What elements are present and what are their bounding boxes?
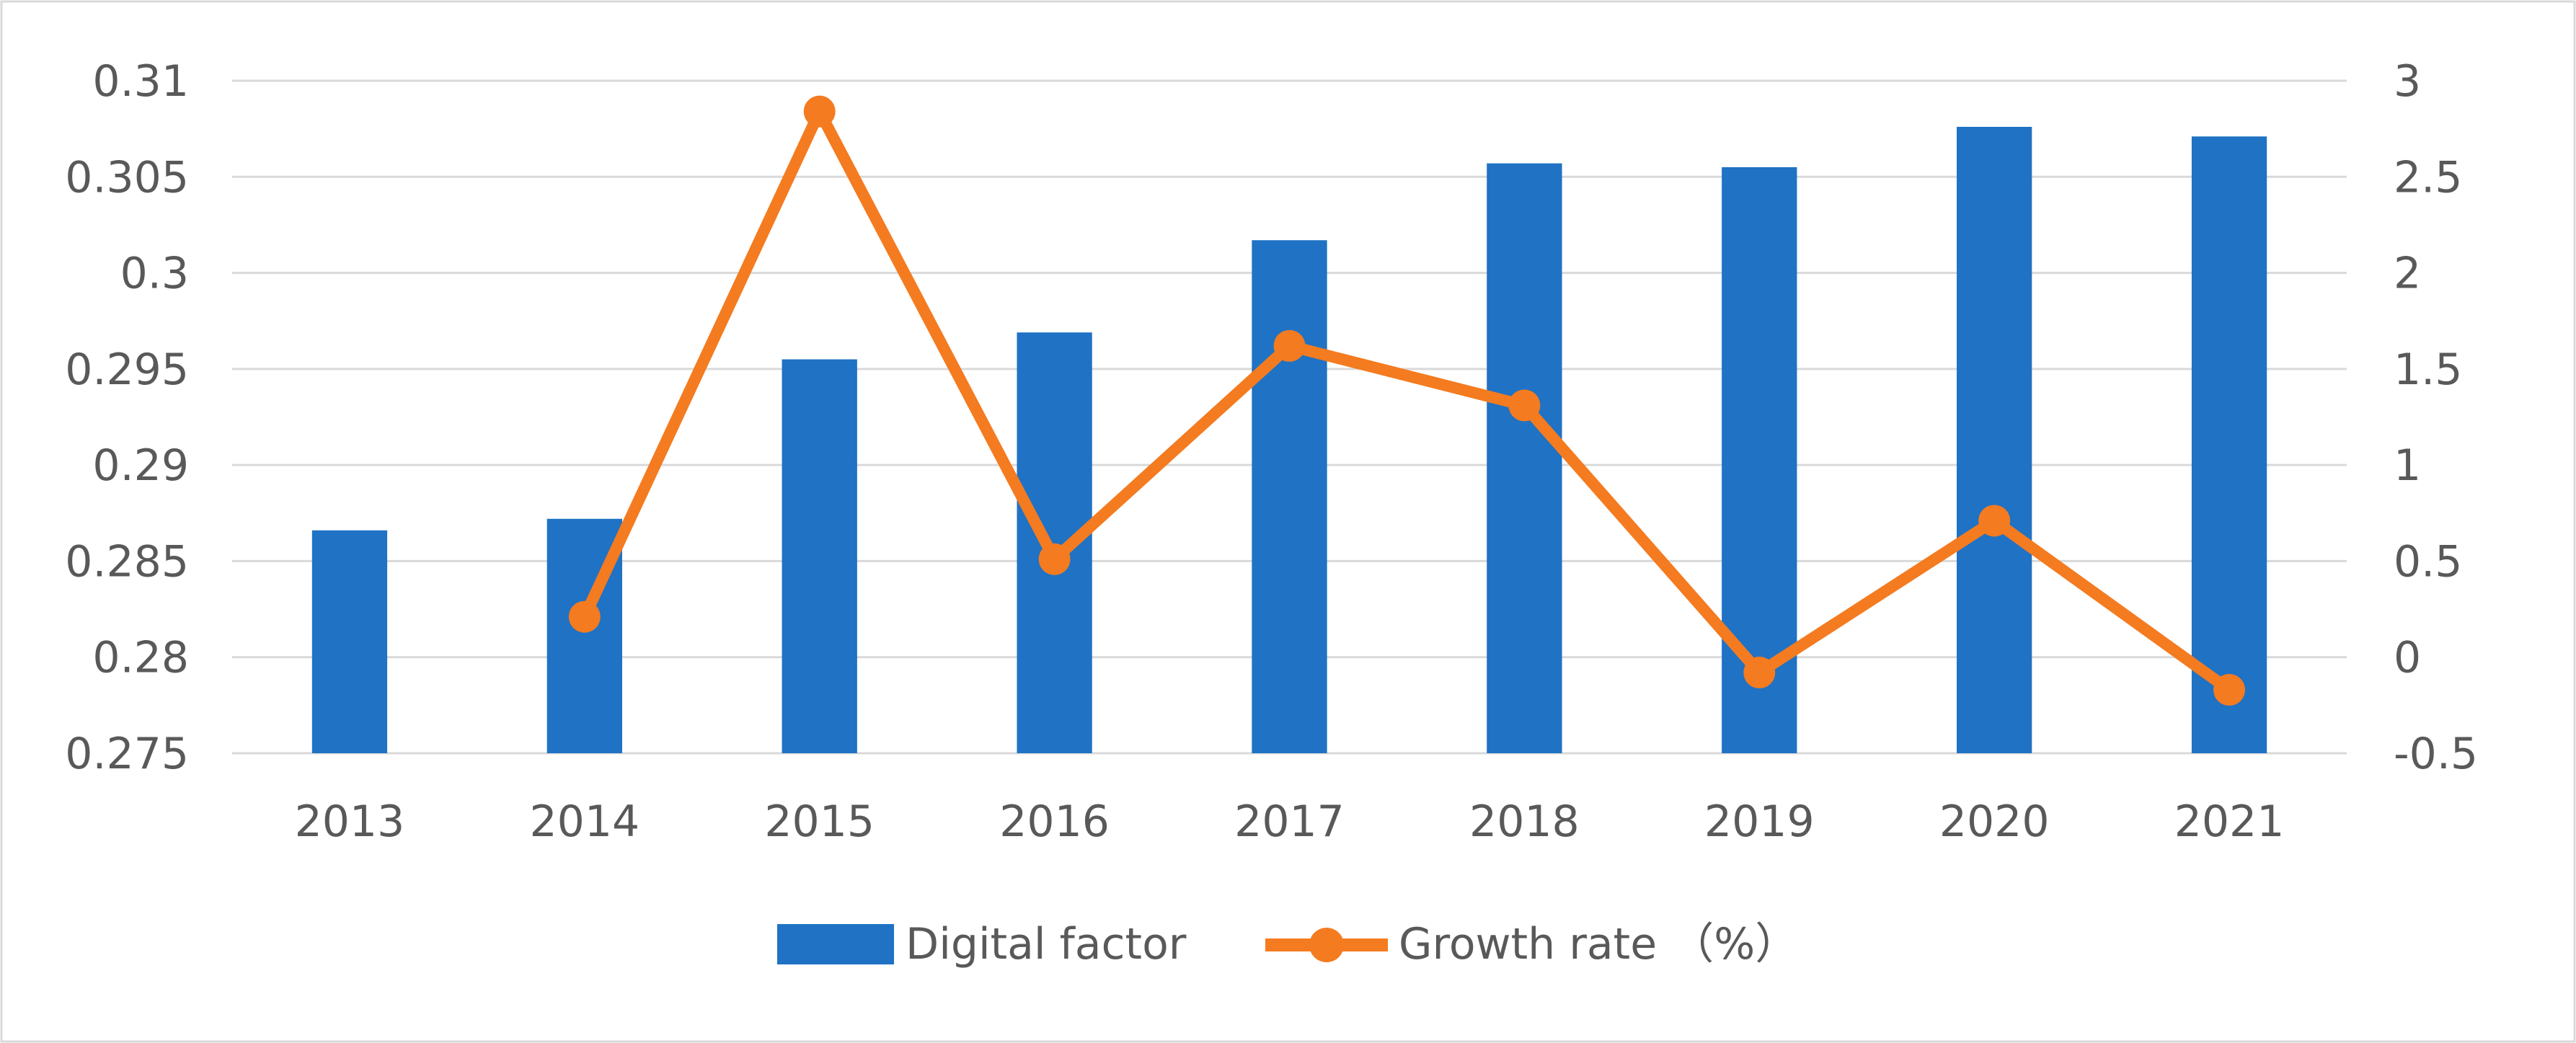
left-y-tick-label: 0.285 <box>65 536 189 587</box>
left-y-tick-label: 0.275 <box>65 729 189 779</box>
right-y-axis: -0.5 0 0.5 1 1.5 2 2.5 3 <box>2394 56 2478 779</box>
x-tick-label: 2013 <box>295 796 405 847</box>
x-tick-label: 2015 <box>764 796 875 847</box>
bar-digital-factor-2021 <box>2191 136 2267 753</box>
growth-rate-point-2020 <box>1978 505 2011 537</box>
growth-rate-point-2015 <box>803 95 836 128</box>
right-y-tick-label: 2 <box>2394 249 2421 299</box>
growth-rate-point-2016 <box>1038 543 1071 575</box>
legend-marker-growth-rate <box>1309 928 1344 962</box>
x-tick-label: 2018 <box>1469 796 1580 847</box>
left-y-tick-label: 0.28 <box>92 633 189 683</box>
bar-series-digital-factor <box>311 126 2267 753</box>
left-y-tick-label: 0.29 <box>92 440 189 491</box>
right-y-tick-label: 0 <box>2394 633 2421 683</box>
growth-rate-point-2017 <box>1273 329 1306 362</box>
growth-rate-point-2018 <box>1508 389 1541 422</box>
right-y-tick-label: -0.5 <box>2394 729 2478 779</box>
left-y-axis: 0.275 0.28 0.285 0.29 0.295 0.3 0.305 0.31 <box>65 56 189 779</box>
growth-rate-point-2019 <box>1743 657 1776 689</box>
legend-label-digital-factor: Digital factor <box>906 919 1187 969</box>
right-y-tick-label: 1.5 <box>2394 345 2462 395</box>
growth-rate-point-2021 <box>2213 674 2246 706</box>
bar-digital-factor-2020 <box>1957 126 2032 753</box>
bar-digital-factor-2013 <box>311 530 388 753</box>
bar-digital-factor-2018 <box>1487 163 1562 753</box>
left-y-tick-label: 0.295 <box>65 345 189 395</box>
x-tick-label: 2019 <box>1704 796 1815 847</box>
right-y-tick-label: 0.5 <box>2394 536 2462 587</box>
legend-swatch-digital-factor <box>777 924 894 964</box>
right-y-tick-label: 2.5 <box>2394 152 2462 203</box>
bar-digital-factor-2015 <box>782 359 857 753</box>
left-y-tick-label: 0.31 <box>92 56 189 107</box>
x-tick-label: 2020 <box>1939 796 2050 847</box>
x-tick-label: 2021 <box>2174 796 2285 847</box>
right-y-tick-label: 3 <box>2394 56 2421 107</box>
x-tick-label: 2017 <box>1234 796 1345 847</box>
growth-rate-line <box>578 105 2236 696</box>
x-tick-label: 2014 <box>529 796 639 847</box>
x-tick-label: 2016 <box>999 796 1110 847</box>
legend-label-growth-rate: Growth rate （%） <box>1399 919 1798 969</box>
left-y-tick-label: 0.305 <box>65 152 189 203</box>
left-y-tick-label: 0.3 <box>120 249 189 299</box>
x-axis: 2013 2014 2015 2016 2017 2018 2019 2020 2021 <box>295 796 2285 847</box>
bar-digital-factor-2017 <box>1252 240 1327 753</box>
growth-rate-point-2014 <box>568 600 601 633</box>
line-series-growth-rate <box>568 95 2246 706</box>
right-y-tick-label: 1 <box>2394 440 2421 491</box>
legend: Digital factor Growth rate （%） <box>777 919 1798 969</box>
